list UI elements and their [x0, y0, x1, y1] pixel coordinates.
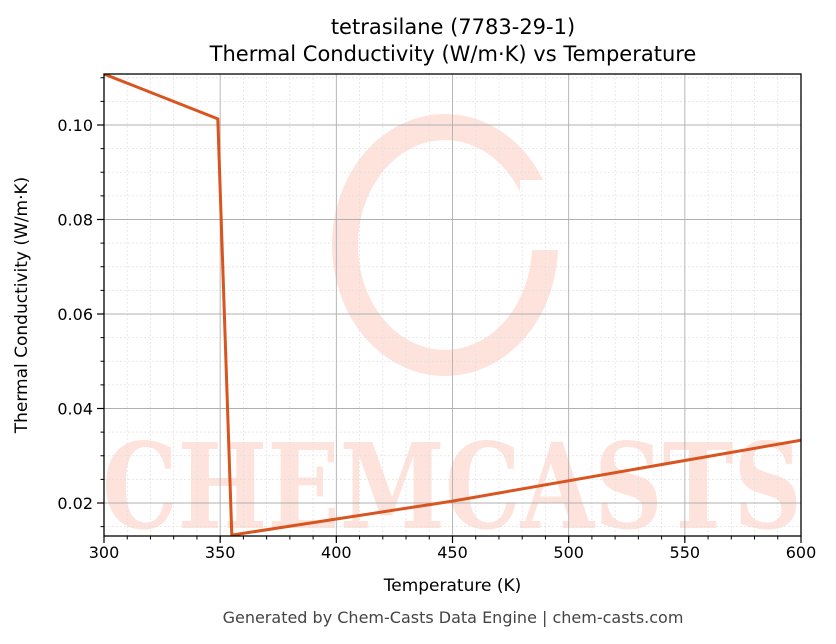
svg-text:0.10: 0.10	[57, 116, 93, 135]
svg-text:550: 550	[670, 543, 701, 562]
x-axis-ticks: 300 350 400 450 500 550 600	[89, 536, 817, 562]
watermark-logo: CHEMCASTS	[102, 114, 802, 556]
svg-text:450: 450	[437, 543, 468, 562]
data-series-line	[104, 74, 801, 536]
x-axis-label: Temperature (K)	[383, 576, 522, 596]
footer-credit: Generated by Chem-Casts Data Engine | ch…	[222, 608, 684, 627]
svg-text:CHEMCASTS: CHEMCASTS	[102, 417, 802, 556]
svg-text:300: 300	[89, 543, 120, 562]
chart-title-property: Thermal Conductivity (W/m·K) vs Temperat…	[209, 42, 697, 66]
svg-text:0.08: 0.08	[57, 211, 93, 230]
svg-text:0.02: 0.02	[57, 494, 93, 513]
svg-text:350: 350	[205, 543, 236, 562]
svg-text:400: 400	[321, 543, 352, 562]
svg-text:0.06: 0.06	[57, 305, 93, 324]
chart-title-compound: tetrasilane (7783-29-1)	[330, 15, 576, 39]
svg-text:600: 600	[786, 543, 817, 562]
svg-text:0.04: 0.04	[57, 400, 93, 419]
svg-text:500: 500	[553, 543, 584, 562]
y-axis-ticks: 0.02 0.04 0.06 0.08 0.10	[57, 77, 104, 528]
y-axis-label: Thermal Conductivity (W/m·K)	[12, 176, 32, 434]
